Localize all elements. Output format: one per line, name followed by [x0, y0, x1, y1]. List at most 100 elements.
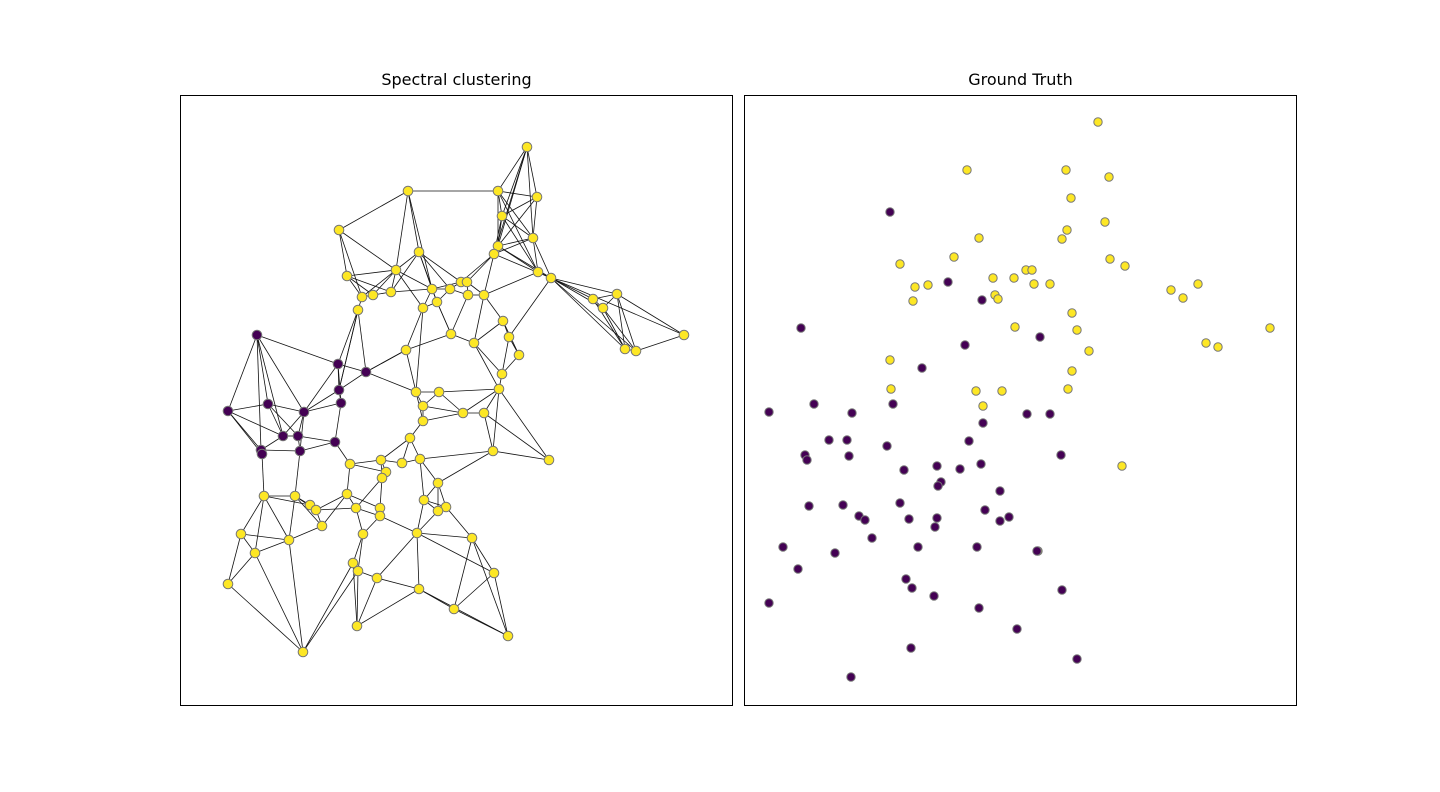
graph-edge	[508, 277, 552, 338]
node-cluster-1	[630, 345, 642, 357]
graph-edge	[450, 294, 469, 335]
graph-edge	[550, 277, 626, 350]
node-cluster-1	[431, 296, 443, 308]
spectral-clustering-plot-area	[180, 95, 733, 706]
graph-edge	[415, 307, 424, 393]
node-cluster-1	[350, 502, 362, 514]
node-cluster-1	[587, 293, 599, 305]
point-class-1	[1061, 165, 1071, 175]
graph-edge	[267, 403, 299, 437]
graph-edge	[438, 388, 500, 393]
node-cluster-1	[235, 528, 247, 540]
point-class-0	[906, 643, 916, 653]
graph-edge	[337, 363, 342, 404]
ground-truth-title: Ground Truth	[968, 70, 1073, 89]
point-class-0	[885, 207, 895, 217]
point-class-0	[796, 323, 806, 333]
point-class-1	[923, 280, 933, 290]
point-class-1	[1027, 265, 1037, 275]
graph-edge	[372, 269, 397, 296]
point-class-0	[824, 435, 834, 445]
graph-edge	[407, 190, 433, 290]
node-cluster-1	[444, 283, 456, 295]
graph-edge	[550, 277, 618, 295]
graph-edge	[497, 190, 534, 239]
point-class-0	[804, 501, 814, 511]
node-cluster-1	[492, 185, 504, 197]
graph-edge	[473, 294, 485, 344]
node-cluster-1	[396, 457, 408, 469]
graph-edge	[602, 307, 626, 350]
point-class-0	[980, 505, 990, 515]
graph-edge	[501, 196, 538, 217]
graph-edge	[405, 307, 424, 351]
point-class-1	[1166, 285, 1176, 295]
node-cluster-1	[297, 646, 309, 658]
point-class-1	[1062, 225, 1072, 235]
point-class-0	[888, 399, 898, 409]
graph-edge	[416, 499, 425, 534]
graph-edge	[395, 269, 433, 290]
graph-edge	[616, 293, 626, 350]
node-cluster-1	[289, 490, 301, 502]
point-class-1	[978, 401, 988, 411]
graph-edge	[254, 539, 290, 554]
point-class-0	[1035, 332, 1045, 342]
node-cluster-1	[497, 315, 509, 327]
node-cluster-1	[432, 505, 444, 517]
graph-edge	[526, 146, 534, 239]
graph-edge	[288, 525, 323, 541]
node-cluster-1	[527, 232, 539, 244]
graph-edge	[256, 334, 339, 365]
node-cluster-1	[678, 329, 690, 341]
node-cluster-1	[521, 141, 533, 153]
node-cluster-1	[513, 349, 525, 361]
node-cluster-1	[426, 283, 438, 295]
node-cluster-1	[402, 185, 414, 197]
graph-edge	[361, 269, 397, 298]
point-class-0	[976, 459, 986, 469]
node-cluster-1	[390, 264, 402, 276]
node-cluster-1	[543, 454, 555, 466]
graph-edge	[453, 572, 495, 610]
graph-edge	[395, 269, 424, 309]
graph-edge	[473, 342, 503, 375]
node-cluster-1	[503, 331, 515, 343]
graph-edge	[302, 562, 354, 653]
graph-edge	[497, 190, 539, 273]
graph-edge	[356, 570, 359, 627]
node-cluster-1	[417, 415, 429, 427]
node-cluster-1	[611, 288, 623, 300]
graph-edge	[267, 403, 305, 413]
point-class-1	[1029, 279, 1039, 289]
point-class-1	[1009, 273, 1019, 283]
point-class-1	[1084, 346, 1094, 356]
graph-edge	[338, 371, 367, 391]
node-cluster-1	[414, 453, 426, 465]
point-class-0	[778, 542, 788, 552]
graph-edge	[493, 572, 509, 637]
point-class-0	[972, 542, 982, 552]
point-class-1	[1057, 234, 1067, 244]
node-cluster-1	[375, 454, 387, 466]
point-class-0	[1022, 409, 1032, 419]
graph-edge	[483, 412, 494, 452]
graph-edge	[337, 309, 359, 365]
node-cluster-0	[332, 358, 344, 370]
point-class-0	[960, 340, 970, 350]
point-class-1	[1105, 254, 1115, 264]
point-class-1	[962, 165, 972, 175]
graph-edge	[438, 391, 464, 414]
graph-edge	[405, 333, 452, 351]
point-class-1	[1093, 117, 1103, 127]
graph-edge	[550, 277, 685, 336]
graph-edge	[356, 588, 420, 627]
graph-edge	[256, 334, 262, 451]
graph-edge	[390, 251, 420, 293]
point-class-0	[847, 408, 857, 418]
point-class-0	[1012, 624, 1022, 634]
graph-edge	[501, 215, 539, 273]
node-cluster-1	[531, 191, 543, 203]
graph-edge	[526, 146, 538, 198]
